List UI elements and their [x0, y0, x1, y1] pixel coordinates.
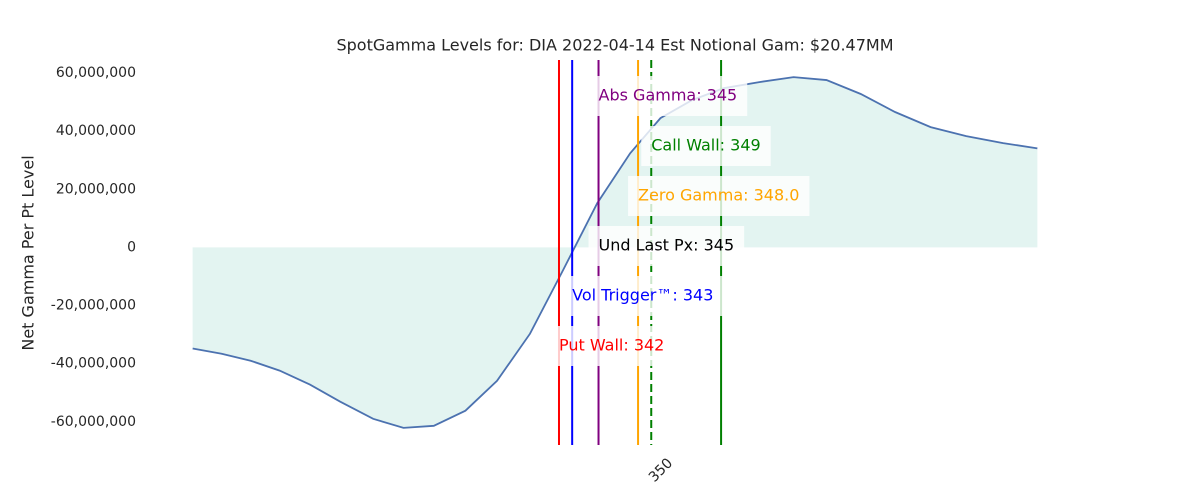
y-tick-label: -60,000,000	[51, 414, 136, 430]
chart-title: SpotGamma Levels for: DIA 2022-04-14 Est…	[336, 36, 893, 55]
y-tick-label: 0	[127, 239, 136, 255]
level-label-text: Vol Trigger™: 343	[572, 286, 713, 305]
y-axis-label: Net Gamma Per Pt Level	[19, 155, 38, 350]
y-tick-label: 40,000,000	[56, 123, 136, 139]
label-box	[588, 76, 748, 116]
label-box	[548, 326, 675, 366]
level-label-text: Abs Gamma: 345	[599, 86, 738, 105]
label-box	[628, 176, 810, 216]
y-tick-label: -20,000,000	[51, 298, 136, 314]
line	[192, 76, 1038, 429]
x-tick-label: 350	[646, 455, 676, 485]
y-tick-label: 60,000,000	[56, 65, 136, 81]
label-box	[641, 126, 771, 166]
level-label: Zero Gamma: 348.0	[628, 176, 810, 216]
y-tick-label: -40,000,000	[51, 356, 136, 372]
y-tick-label: 20,000,000	[56, 181, 136, 197]
level-label-text: Put Wall: 342	[559, 336, 664, 355]
area-fill	[192, 77, 1038, 428]
level-label-text: Und Last Px: 345	[599, 236, 735, 255]
level-label: Abs Gamma: 345	[588, 76, 748, 116]
level-label: Vol Trigger™: 343	[562, 276, 724, 316]
label-box	[588, 226, 745, 266]
level-label-text: Call Wall: 349	[651, 136, 760, 155]
label-box	[562, 276, 724, 316]
level-label-text: Zero Gamma: 348.0	[638, 186, 799, 205]
level-label: Und Last Px: 345	[588, 226, 745, 266]
level-label: Put Wall: 342	[548, 326, 675, 366]
level-label: Call Wall: 349	[641, 126, 771, 166]
